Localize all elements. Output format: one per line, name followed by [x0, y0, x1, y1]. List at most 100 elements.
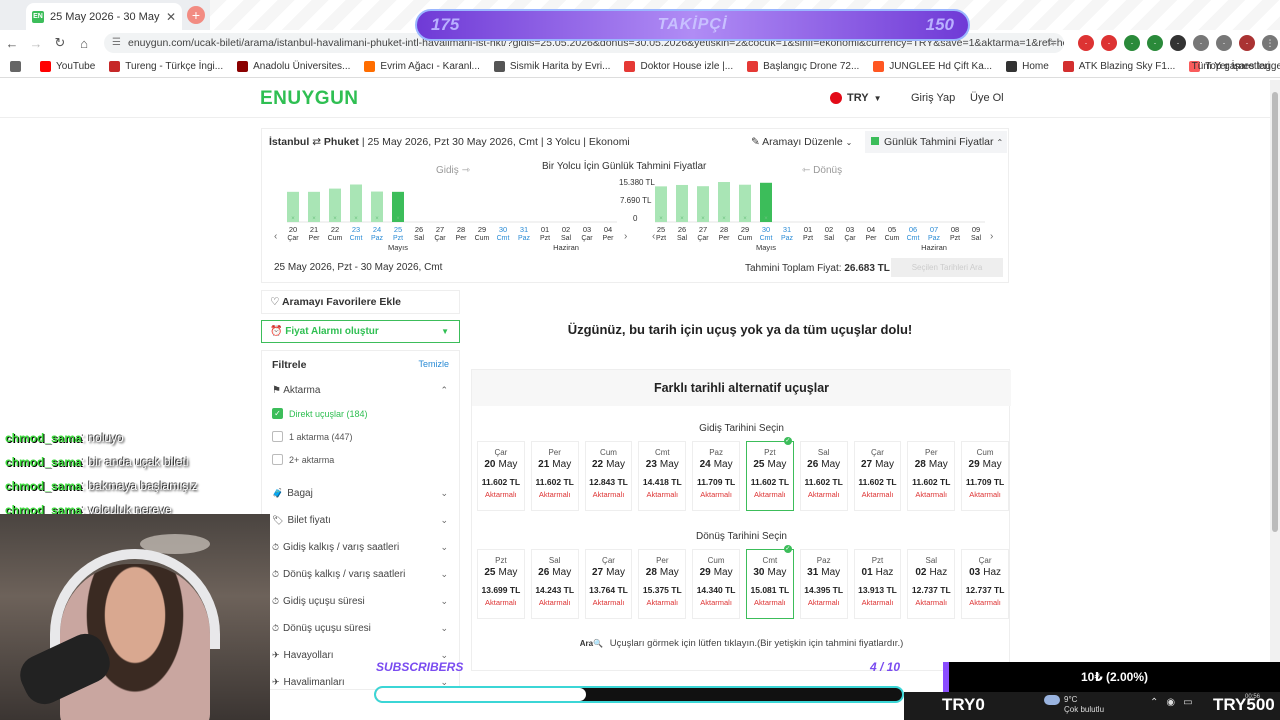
- filter-section[interactable]: ⏱ Dönüş kalkış / varış saatleri ⌄: [272, 569, 452, 580]
- chevron-left-icon[interactable]: ‹: [274, 231, 277, 242]
- date-option-card[interactable]: Per 28 May 11.602 TL Aktarmalı: [907, 441, 956, 511]
- price-bar[interactable]: [392, 191, 404, 222]
- date-option-card[interactable]: Sal 26 May 14.243 TL Aktarmalı: [530, 549, 579, 619]
- extension-icon[interactable]: ·: [1124, 35, 1140, 51]
- new-tab-icon[interactable]: +: [187, 6, 205, 24]
- checkbox[interactable]: [272, 454, 283, 465]
- x-tick-weekday[interactable]: Per: [866, 235, 878, 242]
- price-bar[interactable]: [329, 188, 341, 222]
- chevron-left-icon[interactable]: ‹: [652, 231, 655, 242]
- x-tick-day[interactable]: 02: [825, 225, 833, 234]
- x-tick-day[interactable]: 03: [846, 225, 854, 234]
- x-tick-weekday[interactable]: Cmt: [760, 235, 773, 242]
- x-tick-day[interactable]: 03: [583, 225, 591, 234]
- x-tick-weekday[interactable]: Sal: [677, 235, 688, 242]
- x-tick-weekday[interactable]: Cum: [738, 235, 753, 242]
- more-icon[interactable]: ⋮: [1262, 35, 1278, 51]
- extension-icon[interactable]: ·: [1147, 35, 1163, 51]
- chevron-right-icon[interactable]: ›: [990, 231, 993, 242]
- x-tick-weekday[interactable]: Per: [603, 235, 615, 242]
- search-selected-dates-button[interactable]: Seçilen Tarihleri Ara: [891, 258, 1003, 277]
- price-bar[interactable]: [739, 184, 751, 222]
- x-tick-weekday[interactable]: Cum: [885, 235, 900, 242]
- bookmark-item[interactable]: YouTube: [40, 61, 95, 72]
- x-tick-weekday[interactable]: Pzt: [656, 235, 666, 242]
- date-option-card[interactable]: Çar 27 May 11.602 TL Aktarmalı: [853, 441, 902, 511]
- price-bar[interactable]: [287, 191, 299, 222]
- x-tick-day[interactable]: 04: [604, 225, 612, 234]
- date-option-card[interactable]: Cum 29 May 14.340 TL Aktarmalı: [692, 549, 740, 619]
- x-tick-day[interactable]: 09: [972, 225, 980, 234]
- x-tick-weekday[interactable]: Per: [309, 235, 321, 242]
- apps-icon[interactable]: [10, 61, 26, 72]
- date-option-card[interactable]: Çar 03 Haz 12.737 TL Aktarmalı: [961, 549, 1009, 619]
- price-bar[interactable]: [760, 182, 772, 222]
- price-bar[interactable]: [697, 186, 709, 222]
- x-tick-day[interactable]: 07: [930, 225, 938, 234]
- add-favorite-button[interactable]: ♡ Aramayı Favorilere Ekle: [261, 290, 460, 314]
- date-option-card[interactable]: Çar 20 May 11.602 TL Aktarmalı: [477, 441, 525, 511]
- x-tick-weekday[interactable]: Çar: [697, 235, 709, 242]
- bookmark-star-icon[interactable]: ☆: [1046, 37, 1056, 49]
- x-tick-day[interactable]: 26: [678, 225, 686, 234]
- x-tick-day[interactable]: 29: [741, 225, 749, 234]
- x-tick-day[interactable]: 25: [394, 225, 402, 234]
- x-tick-day[interactable]: 27: [699, 225, 707, 234]
- x-tick-day[interactable]: 04: [867, 225, 875, 234]
- x-tick-day[interactable]: 30: [762, 225, 770, 234]
- bookmark-item[interactable]: JUNGLEE Hd Çift Ka...: [873, 61, 992, 72]
- avatar[interactable]: ·: [1239, 35, 1255, 51]
- display-icon[interactable]: ▭: [1183, 697, 1201, 708]
- date-option-card[interactable]: Çar 27 May 13.764 TL Aktarmalı: [584, 549, 633, 619]
- x-tick-weekday[interactable]: Per: [719, 235, 731, 242]
- x-tick-day[interactable]: 01: [804, 225, 812, 234]
- price-bar[interactable]: [655, 186, 667, 222]
- x-tick-day[interactable]: 06: [909, 225, 917, 234]
- home-icon[interactable]: ⌂: [80, 35, 88, 51]
- scrollbar-thumb[interactable]: [1272, 92, 1278, 532]
- forward-icon[interactable]: →: [29, 35, 43, 51]
- x-tick-weekday[interactable]: Paz: [781, 235, 794, 242]
- filter-section[interactable]: 🧳 Bagaj ⌄: [272, 488, 452, 499]
- date-option-card[interactable]: Cmt 23 May 14.418 TL Aktarmalı: [638, 441, 687, 511]
- x-tick-day[interactable]: 24: [373, 225, 381, 234]
- date-option-card[interactable]: Pzt 01 Haz 13.913 TL Aktarmalı: [853, 549, 902, 619]
- x-tick-weekday[interactable]: Çar: [581, 235, 593, 242]
- date-option-card[interactable]: Cum 29 May 11.709 TL Aktarmalı: [961, 441, 1009, 511]
- checkbox[interactable]: ✓: [272, 408, 283, 419]
- bookmark-item[interactable]: Tureng - Türkçe İngi...: [109, 61, 223, 72]
- date-option-card[interactable]: Cum 22 May 12.843 TL Aktarmalı: [584, 441, 633, 511]
- bookmark-item[interactable]: Evrim Ağacı - Karanl...: [364, 61, 480, 72]
- bookmark-item[interactable]: Anadolu Üniversites...: [237, 61, 350, 72]
- filter-section[interactable]: ⏱ Gidiş kalkış / varış saatleri ⌄: [272, 542, 452, 553]
- x-tick-weekday[interactable]: Cmt: [907, 235, 920, 242]
- x-tick-day[interactable]: 30: [499, 225, 507, 234]
- x-tick-weekday[interactable]: Per: [456, 235, 468, 242]
- search-hint[interactable]: Ara🔍 Uçuşları görmek için lütfen tıklayı…: [472, 638, 1011, 649]
- browser-tab[interactable]: EN 25 May 2026 - 30 May 2026 İst ✕: [26, 3, 182, 30]
- price-bar[interactable]: [308, 191, 320, 222]
- extension-icon[interactable]: ·: [1170, 35, 1186, 51]
- close-tab-icon[interactable]: ✕: [165, 9, 176, 24]
- weather-widget[interactable]: 9°C Çok bulutlu: [1044, 695, 1104, 715]
- x-tick-weekday[interactable]: Cum: [475, 235, 490, 242]
- x-tick-weekday[interactable]: Pzt: [803, 235, 813, 242]
- puzzle-icon[interactable]: ·: [1193, 35, 1209, 51]
- date-option-card[interactable]: Cmt 30 May 15.081 TL Aktarmalı: [745, 545, 794, 619]
- back-icon[interactable]: ←: [5, 35, 19, 51]
- x-tick-day[interactable]: 05: [888, 225, 896, 234]
- filter-section[interactable]: ⏱ Gidiş uçuşu süresi ⌄: [272, 596, 452, 607]
- date-option-card[interactable]: Sal 02 Haz 12.737 TL Aktarmalı: [907, 549, 956, 619]
- x-tick-weekday[interactable]: Paz: [371, 235, 384, 242]
- bookmark-item[interactable]: ATK Blazing Sky F1...: [1062, 61, 1175, 72]
- date-option-card[interactable]: Pzt 25 May 11.602 TL Aktarmalı: [745, 437, 794, 511]
- x-tick-weekday[interactable]: Çar: [287, 235, 299, 242]
- x-tick-day[interactable]: 25: [657, 225, 665, 234]
- x-tick-day[interactable]: 02: [562, 225, 570, 234]
- clear-filters-link[interactable]: Temizle: [418, 359, 449, 369]
- filter-section[interactable]: ✈ Havalimanları ⌄: [272, 677, 452, 688]
- enuygun-logo[interactable]: ENUYGUN: [260, 88, 359, 109]
- signup-link[interactable]: Üye Ol: [970, 92, 1004, 104]
- x-tick-day[interactable]: 26: [415, 225, 423, 234]
- bookmark-item[interactable]: Top games tagged...: [1189, 61, 1280, 72]
